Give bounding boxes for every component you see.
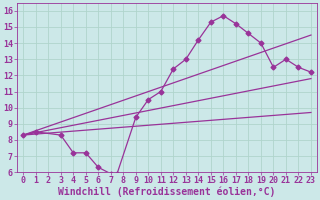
X-axis label: Windchill (Refroidissement éolien,°C): Windchill (Refroidissement éolien,°C) [58, 187, 276, 197]
